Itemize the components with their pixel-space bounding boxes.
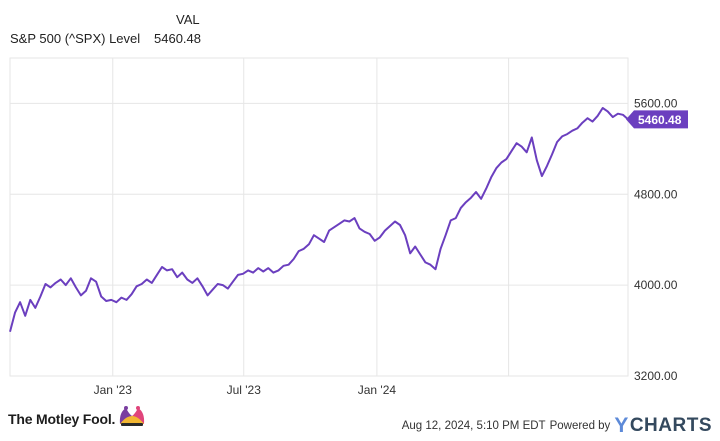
y-tick-label: 3200.00 [634, 369, 678, 383]
brand-name: The Motley Fool. [8, 411, 116, 427]
ycharts-wordmark: CHARTS [629, 415, 712, 436]
plot-area [9, 57, 629, 377]
timestamp: Aug 12, 2024, 5:10 PM EDT [401, 420, 546, 432]
attribution: Aug 12, 2024, 5:10 PM EDT Powered by Y C… [402, 414, 712, 438]
ycharts-y: Y [614, 414, 629, 437]
powered-by-text: Powered by [549, 420, 611, 432]
legend-series-value: 5460.48 [154, 31, 201, 46]
last-value-flag [626, 110, 688, 129]
legend-column-header: VAL [176, 12, 200, 27]
y-tick-label: 5600.00 [634, 96, 678, 110]
x-tick-label: Jan '23 [94, 383, 133, 397]
jester-hat-icon [120, 406, 145, 426]
series-line [9, 107, 629, 332]
ycharts-logo: Y CHARTS [614, 414, 712, 438]
y-tick-label: 4800.00 [634, 187, 678, 201]
x-tick-label: Jul '23 [227, 383, 262, 397]
x-tick-label: Jan '24 [358, 383, 397, 397]
motley-fool-logo: The Motley Fool. [8, 406, 147, 428]
legend-series-name: S&P 500 (^SPX) Level [10, 31, 141, 46]
y-tick-label: 4000.00 [634, 278, 678, 292]
last-value-label: 5460.48 [638, 113, 682, 127]
